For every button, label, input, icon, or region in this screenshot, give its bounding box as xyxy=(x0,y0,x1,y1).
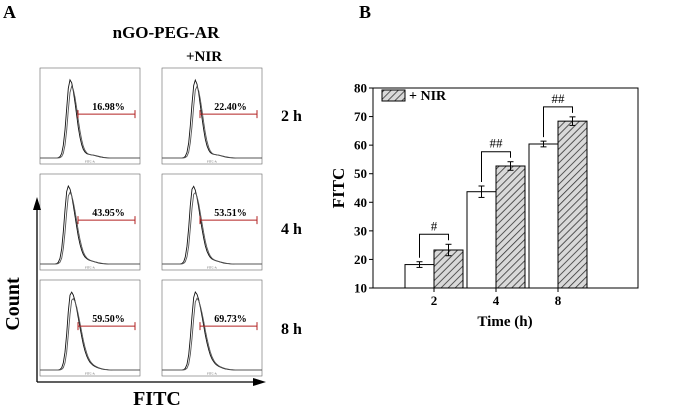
histogram-nir-2: 69.73% FITC-A xyxy=(161,279,263,377)
histogram-trace xyxy=(162,297,262,371)
histogram-frame xyxy=(161,173,263,271)
histogram-tick-label: FITC-A xyxy=(207,372,218,376)
histogram-tick-label: FITC-A xyxy=(85,160,96,164)
y-tick-label: 80 xyxy=(354,81,367,96)
histogram-trace xyxy=(162,85,262,159)
x-axis-ticks: 2 4 8 xyxy=(431,288,562,308)
x-tick-label: 4 xyxy=(493,293,500,308)
histogram-control-0: 16.98% FITC-A xyxy=(39,67,141,165)
histogram-frame xyxy=(39,67,141,165)
legend-label-nir: + NIR xyxy=(409,89,447,104)
significance-bracket xyxy=(543,106,573,138)
histogram-control-1: 43.95% FITC-A xyxy=(39,173,141,271)
bars xyxy=(404,116,588,289)
x-tick-label: 8 xyxy=(555,293,562,308)
histogram-trace xyxy=(40,84,140,159)
histogram-frame xyxy=(161,279,263,377)
histogram-tick-label: FITC-A xyxy=(207,160,218,164)
gate-percentage: 16.98% xyxy=(92,102,125,113)
legend-swatch-nir xyxy=(381,89,406,102)
count-axis-arrowhead xyxy=(33,197,41,210)
histogram-grid: 16.98%FITC-A22.40%FITC-A43.95%FITC-A53.5… xyxy=(39,67,263,377)
significance-mark: # xyxy=(431,218,438,233)
histogram-trace xyxy=(40,191,140,265)
significance-bracket xyxy=(419,233,449,258)
row-label-2h: 2 h xyxy=(281,108,302,125)
histogram-control-2: 59.50% FITC-A xyxy=(39,279,141,377)
bar-nir-8h xyxy=(557,120,588,289)
histogram-frame xyxy=(39,173,141,271)
row-label-8h: 8 h xyxy=(281,321,302,338)
y-tick-label: 60 xyxy=(354,138,367,153)
significance-mark: ## xyxy=(490,136,504,151)
y-tick-label: 70 xyxy=(354,109,367,124)
histogram-trace xyxy=(162,191,262,265)
y-tick-label: 50 xyxy=(354,166,367,181)
y-axis-ticks: 10 20 30 40 50 60 70 80 xyxy=(354,81,373,296)
gate-percentage: 53.51% xyxy=(214,208,247,219)
y-tick-label: 10 xyxy=(354,281,367,296)
panel-a-y-label: Count xyxy=(2,277,24,331)
panel-a-title: nGO-PEG-AR xyxy=(113,23,220,42)
significance-annotations: ##### xyxy=(419,91,573,258)
bar-nir-2h xyxy=(433,249,464,289)
bar-control-8h xyxy=(528,143,559,289)
x-tick-label: 2 xyxy=(431,293,438,308)
x-axis-label: Time (h) xyxy=(477,314,532,330)
histogram-nir-1: 53.51% FITC-A xyxy=(161,173,263,271)
panel-b-letter: B xyxy=(359,2,371,22)
row-label-4h: 4 h xyxy=(281,221,302,238)
panel-a-nir-label: +NIR xyxy=(186,49,222,65)
gate-percentage: 59.50% xyxy=(92,314,125,325)
y-tick-label: 40 xyxy=(354,195,367,210)
gate-percentage: 22.40% xyxy=(214,102,247,113)
histogram-nir-0: 22.40% FITC-A xyxy=(161,67,263,165)
significance-bracket xyxy=(481,151,511,182)
significance-mark: ## xyxy=(552,91,566,106)
panel-a-letter: A xyxy=(3,2,16,22)
bar-nir-4h xyxy=(495,165,526,289)
bar-control-2h xyxy=(404,264,435,289)
y-tick-label: 30 xyxy=(354,223,367,238)
histogram-tick-label: FITC-A xyxy=(85,372,96,376)
bar-control-4h xyxy=(466,191,497,289)
panel-a: A nGO-PEG-AR +NIR 16.98% FITC-A 22.40% FITC… xyxy=(2,2,302,410)
histogram-tick-label: FITC-A xyxy=(85,266,96,270)
histogram-frame xyxy=(161,67,263,165)
panel-a-x-label: FITC xyxy=(133,388,181,410)
gate-percentage: 43.95% xyxy=(92,208,125,219)
y-axis-label: FITC xyxy=(329,168,348,209)
gate-percentage: 69.73% xyxy=(214,314,247,325)
histogram-tick-label: FITC-A xyxy=(207,266,218,270)
y-tick-label: 20 xyxy=(354,252,367,267)
histogram-trace xyxy=(40,297,140,371)
fitc-axis-arrowhead xyxy=(253,378,266,386)
